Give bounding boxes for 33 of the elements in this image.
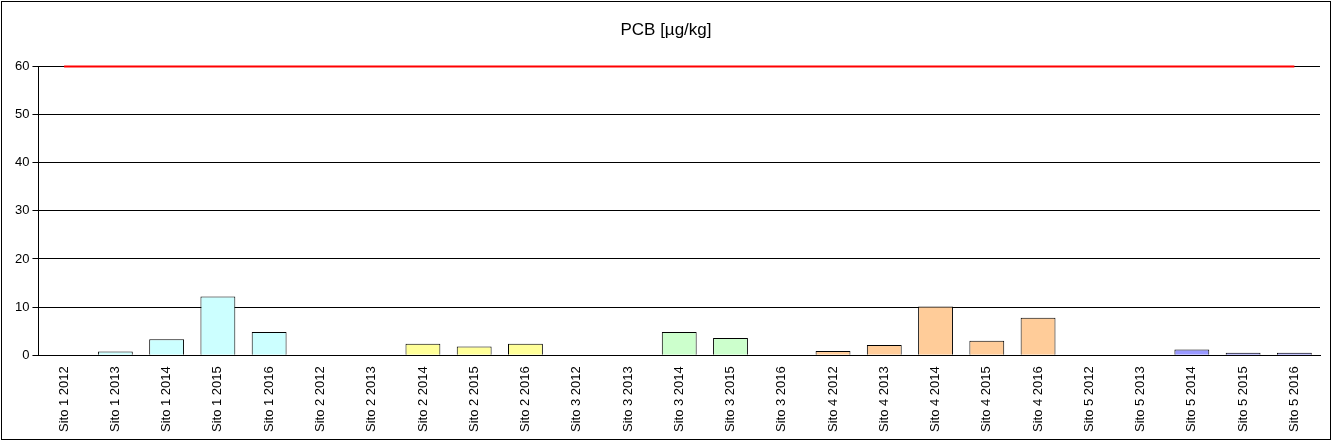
y-tick-label: 50 <box>14 106 30 122</box>
y-tick-label: 20 <box>14 250 30 266</box>
x-tick-label: Sito 3 2014 <box>670 366 686 433</box>
x-tick-label: Sito 5 2013 <box>1132 366 1148 433</box>
x-tick-label: Sito 1 2014 <box>158 366 174 433</box>
x-tick-label: Sito 5 2015 <box>1234 366 1250 433</box>
x-tick-label: Sito 1 2015 <box>209 366 225 433</box>
x-tick-label: Sito 2 2012 <box>311 366 327 433</box>
x-tick-label: Sito 5 2016 <box>1285 366 1301 433</box>
x-tick-label: Sito 3 2013 <box>619 366 635 433</box>
x-tick-label: Sito 4 2012 <box>824 366 840 433</box>
x-tick-label: Sito 2 2014 <box>414 366 430 433</box>
x-tick-label: Sito 2 2016 <box>517 366 533 433</box>
x-tick-label: Sito 1 2013 <box>106 366 122 433</box>
x-tick-label: Sito 4 2013 <box>875 366 891 433</box>
x-tick-label: Sito 2 2013 <box>363 366 379 433</box>
x-tick-label: Sito 3 2015 <box>722 366 738 433</box>
x-tick-label: Sito 5 2014 <box>1183 366 1199 433</box>
y-tick-label: 0 <box>22 346 30 362</box>
x-tick-label: Sito 4 2014 <box>927 366 943 433</box>
y-tick-label: 40 <box>14 154 30 170</box>
x-tick-label: Sito 1 2016 <box>260 366 276 433</box>
x-tick-label: Sito 3 2012 <box>568 366 584 433</box>
chart-title: PCB [µg/kg] <box>620 19 712 39</box>
x-tick-label: Sito 4 2016 <box>1029 366 1045 433</box>
y-tick-label: 60 <box>14 57 30 73</box>
x-tick-label: Sito 3 2016 <box>773 366 789 433</box>
x-tick-label: Sito 1 2012 <box>55 366 71 433</box>
x-tick-label: Sito 4 2015 <box>978 366 994 433</box>
y-tick-label: 10 <box>14 298 30 314</box>
x-tick-label: Sito 5 2012 <box>1080 366 1096 433</box>
x-tick-label: Sito 2 2015 <box>465 366 481 433</box>
y-tick-label: 30 <box>14 202 30 218</box>
